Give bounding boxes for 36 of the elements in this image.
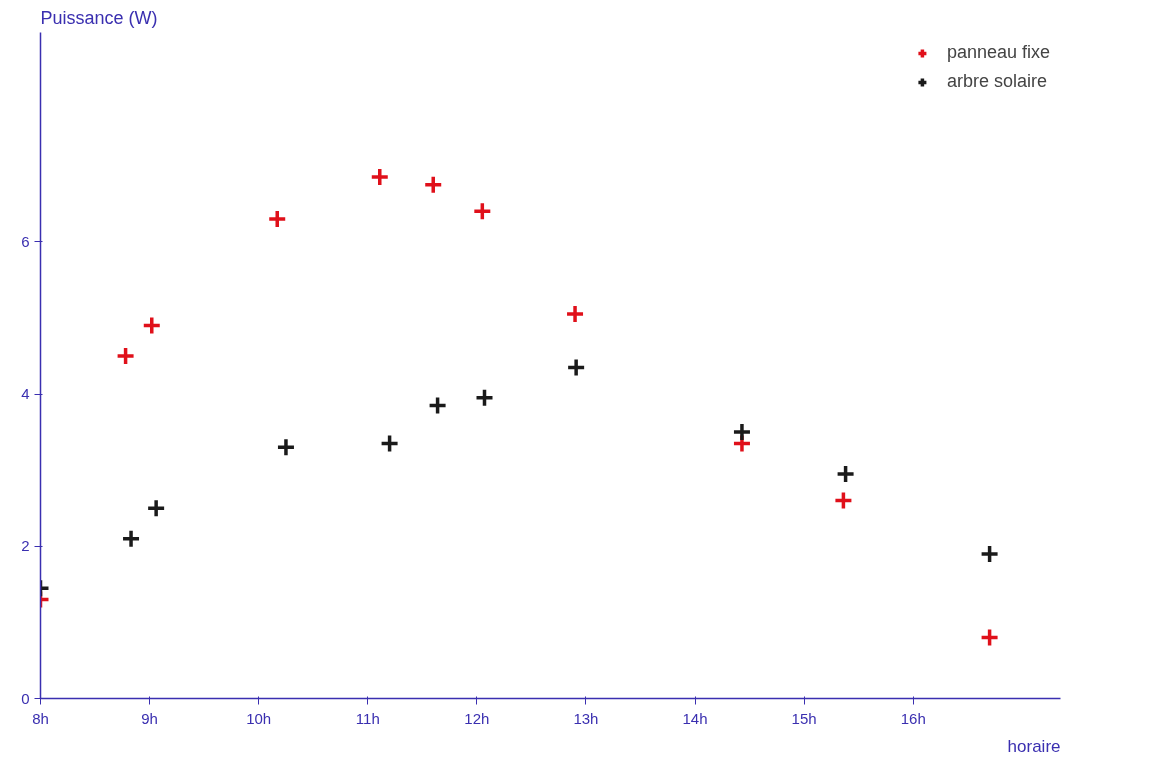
x-tick-label: 12h bbox=[464, 709, 490, 727]
y-tick-label: 4 bbox=[21, 385, 30, 403]
x-tick-label: 8h bbox=[32, 709, 49, 727]
x-axis-title: horaire bbox=[1007, 736, 1061, 756]
point bbox=[833, 490, 854, 511]
y-tick-label: 0 bbox=[21, 689, 30, 707]
point bbox=[566, 357, 586, 378]
point bbox=[427, 395, 448, 416]
x-tick-label: 16h bbox=[900, 709, 926, 727]
x-tick-label: 15h bbox=[791, 709, 817, 727]
point bbox=[121, 528, 141, 549]
x-tick-label: 13h bbox=[573, 709, 599, 727]
legend-label: arbre solaire bbox=[946, 71, 1047, 92]
point bbox=[835, 464, 856, 484]
x-tick-label: 11h bbox=[355, 709, 380, 727]
y-tick-label: 2 bbox=[21, 537, 30, 555]
y-axis-title: Puissance (W) bbox=[40, 7, 158, 28]
x-tick-label: 10h bbox=[246, 709, 272, 727]
point bbox=[423, 174, 443, 195]
point bbox=[370, 167, 390, 187]
x-tick-label: 9h bbox=[141, 709, 158, 727]
point bbox=[267, 209, 287, 229]
point bbox=[142, 315, 162, 336]
point bbox=[379, 433, 400, 454]
point bbox=[472, 201, 493, 222]
point bbox=[732, 422, 752, 442]
point bbox=[146, 498, 166, 518]
point bbox=[565, 304, 585, 324]
point bbox=[474, 388, 495, 408]
y-tick-label: 6 bbox=[21, 232, 30, 250]
point bbox=[276, 437, 296, 458]
point bbox=[979, 627, 1000, 648]
legend-label: panneau fixe bbox=[946, 42, 1050, 63]
point bbox=[979, 544, 1000, 564]
x-tick-label: 14h bbox=[682, 709, 708, 727]
point bbox=[115, 346, 136, 366]
